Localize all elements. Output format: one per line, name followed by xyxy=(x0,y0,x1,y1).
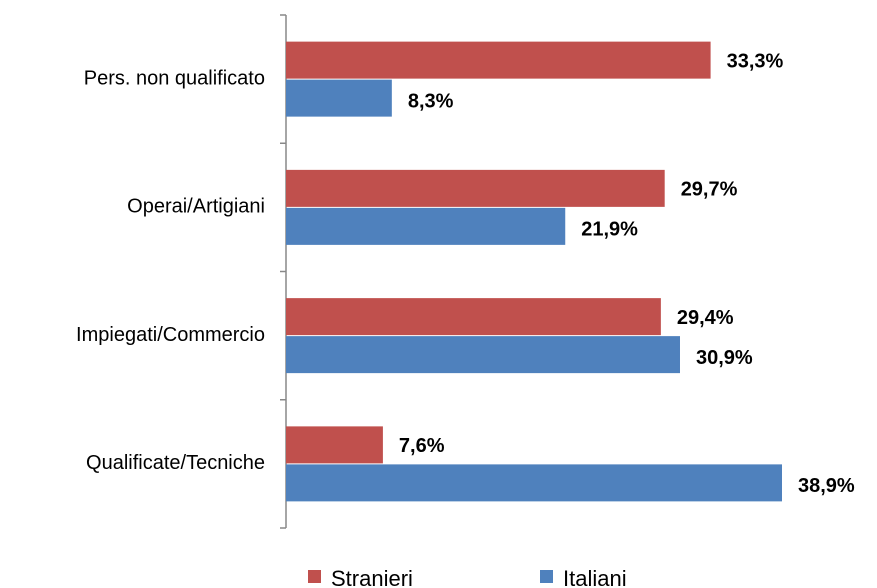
data-label: 29,4% xyxy=(677,307,734,329)
bar xyxy=(286,336,680,374)
bar xyxy=(286,207,566,245)
legend-swatch xyxy=(540,570,553,583)
bar xyxy=(286,41,711,79)
data-label: 21,9% xyxy=(581,219,638,241)
bar xyxy=(286,169,665,207)
bar xyxy=(286,426,383,464)
data-label: 30,9% xyxy=(696,347,753,369)
category-label: Impiegati/Commercio xyxy=(76,324,265,346)
legend-label: Stranieri xyxy=(331,566,413,588)
legend-label: Italiani xyxy=(563,566,627,588)
category-label: Operai/Artigiani xyxy=(127,196,265,218)
bar xyxy=(286,79,392,117)
data-label: 8,3% xyxy=(408,90,454,112)
category-label: Pers. non qualificato xyxy=(84,67,265,89)
category-label: Qualificate/Tecniche xyxy=(86,452,265,474)
data-label: 7,6% xyxy=(399,435,445,457)
bar xyxy=(286,298,661,336)
data-label: 29,7% xyxy=(681,179,738,201)
bar xyxy=(286,464,782,502)
legend-swatch xyxy=(308,570,321,583)
data-label: 33,3% xyxy=(727,50,784,72)
data-label: 38,9% xyxy=(798,475,855,497)
